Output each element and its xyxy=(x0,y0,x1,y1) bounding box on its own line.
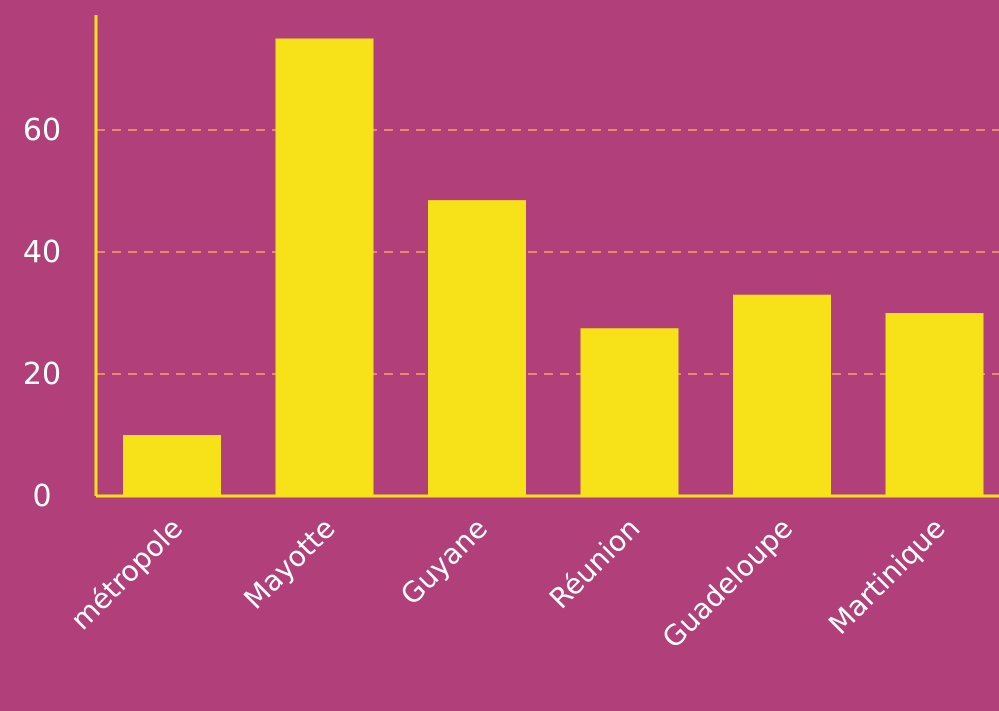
y-tick-labels: 0 20 40 60 xyxy=(23,113,61,514)
bar-m-tropole xyxy=(123,435,221,496)
x-tick-label-guadeloupe: Guadeloupe xyxy=(656,512,799,655)
bar-guadeloupe xyxy=(733,294,831,496)
bar-martinique xyxy=(885,313,984,496)
bar-mayotte xyxy=(275,38,374,496)
x-tick-label-m-tropole: métropole xyxy=(64,512,189,637)
bar-guyane xyxy=(428,200,526,496)
x-tick-label-r-union: Réunion xyxy=(543,512,647,616)
y-tick-label-0: 0 xyxy=(32,479,51,514)
grid-lines xyxy=(96,129,999,375)
x-tick-label-guyane: Guyane xyxy=(394,512,494,612)
bars xyxy=(123,38,984,496)
x-tick-label-martinique: Martinique xyxy=(822,512,951,641)
y-tick-label-40: 40 xyxy=(23,235,61,270)
y-tick-label-20: 20 xyxy=(23,357,61,392)
bar-r-union xyxy=(580,328,679,496)
y-tick-label-60: 60 xyxy=(23,113,61,148)
x-tick-labels: métropole Mayotte Guyane Réunion Guadeloupe M… xyxy=(64,512,951,655)
axes xyxy=(94,15,999,498)
x-tick-label-mayotte: Mayotte xyxy=(237,512,341,616)
